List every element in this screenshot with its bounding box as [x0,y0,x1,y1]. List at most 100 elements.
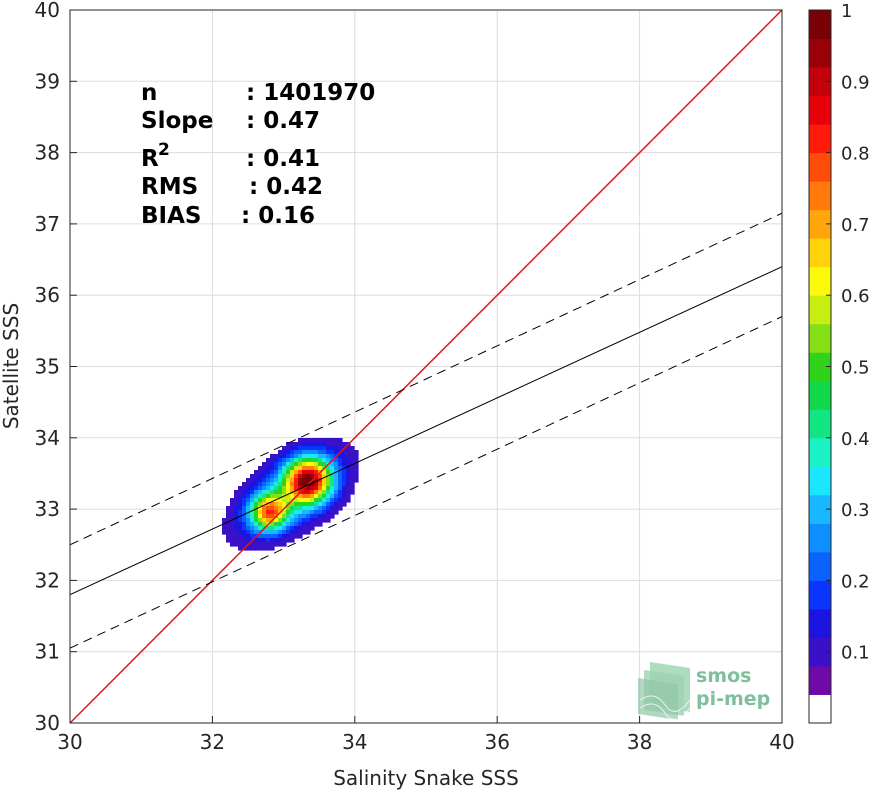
density-cell [338,502,343,507]
density-cell [282,502,287,507]
density-cell [262,506,267,511]
density-cell [326,458,331,463]
density-cell [318,450,323,455]
density-cell [326,450,331,455]
density-cell [314,478,319,483]
density-cell [326,518,331,523]
density-cell [338,474,343,479]
density-cell [302,518,307,523]
density-cell [318,454,323,459]
density-cell [290,442,295,447]
density-cell [306,522,311,527]
density-cell [298,518,303,523]
density-cell [338,446,343,451]
x-tick-label: 40 [769,730,794,754]
density-cell [350,450,355,455]
x-tick-label: 38 [627,730,652,754]
density-cell [270,494,275,499]
grid-lines [70,10,782,723]
colorbar-swatch [809,694,831,724]
density-cell [266,534,271,539]
density-cell [262,474,267,479]
density-cell [354,454,359,459]
density-cell [270,486,275,491]
density-cell [290,474,295,479]
density-cell [338,490,343,495]
density-cell [246,486,251,491]
density-cell [298,498,303,503]
density-cell [322,514,327,519]
density-cell [334,462,339,467]
density-cell [286,446,291,451]
density-cell [270,506,275,511]
density-cell [346,486,351,491]
density-cell [238,486,243,491]
density-cell [286,522,291,527]
fit-lines [70,10,782,723]
y-tick-label: 38 [35,141,60,165]
colorbar-swatch [809,266,831,296]
density-cell [310,486,315,491]
density-cell [246,514,251,519]
density-cell [294,470,299,475]
density-cell [286,518,291,523]
density-cell [310,458,315,463]
density-cell [270,470,275,475]
density-cell [346,454,351,459]
logo-mark-icon [638,662,691,720]
density-cell [302,482,307,487]
density-cell [346,450,351,455]
density-cell [330,462,335,467]
density-cell [266,466,271,471]
density-cell [326,442,331,447]
density-cell [334,506,339,511]
density-cell [270,538,275,543]
density-cell [318,478,323,483]
density-cell [306,530,311,535]
density-cell [270,534,275,539]
density-cell [318,514,323,519]
density-cell [314,522,319,527]
density-cell [342,474,347,479]
density-cell [274,462,279,467]
density-cell [290,530,295,535]
density-cell [238,538,243,543]
density-cell [262,522,267,527]
density-cell [278,482,283,487]
density-cell [254,518,259,523]
density-cell [274,522,279,527]
density-cell [322,498,327,503]
density-cell [326,486,331,491]
density-cell [242,530,247,535]
density-cell [266,506,271,511]
density-cell [230,530,235,535]
density-cell [350,490,355,495]
density-cell [234,522,239,527]
density-cell [334,498,339,503]
density-cell [226,506,231,511]
density-cell [322,502,327,507]
density-cell [238,526,243,531]
colorbar-tick-label: 0.1 [841,643,870,664]
density-cell [242,490,247,495]
density-cell [298,482,303,487]
y-tick-label: 39 [35,69,60,93]
density-cell [294,522,299,527]
density-cell [330,510,335,515]
density-cell [250,506,255,511]
density-cell [238,546,243,551]
density-cell [310,518,315,523]
density-cell [266,486,271,491]
density-cell [346,478,351,483]
density-cell [262,494,267,499]
density-cell [278,478,283,483]
density-cell [270,510,275,515]
density-cell [294,506,299,511]
density-cell [294,446,299,451]
density-cell [286,442,291,447]
density-cell [270,466,275,471]
density-cell [314,490,319,495]
stat-label-superscript: 2 [158,140,170,160]
